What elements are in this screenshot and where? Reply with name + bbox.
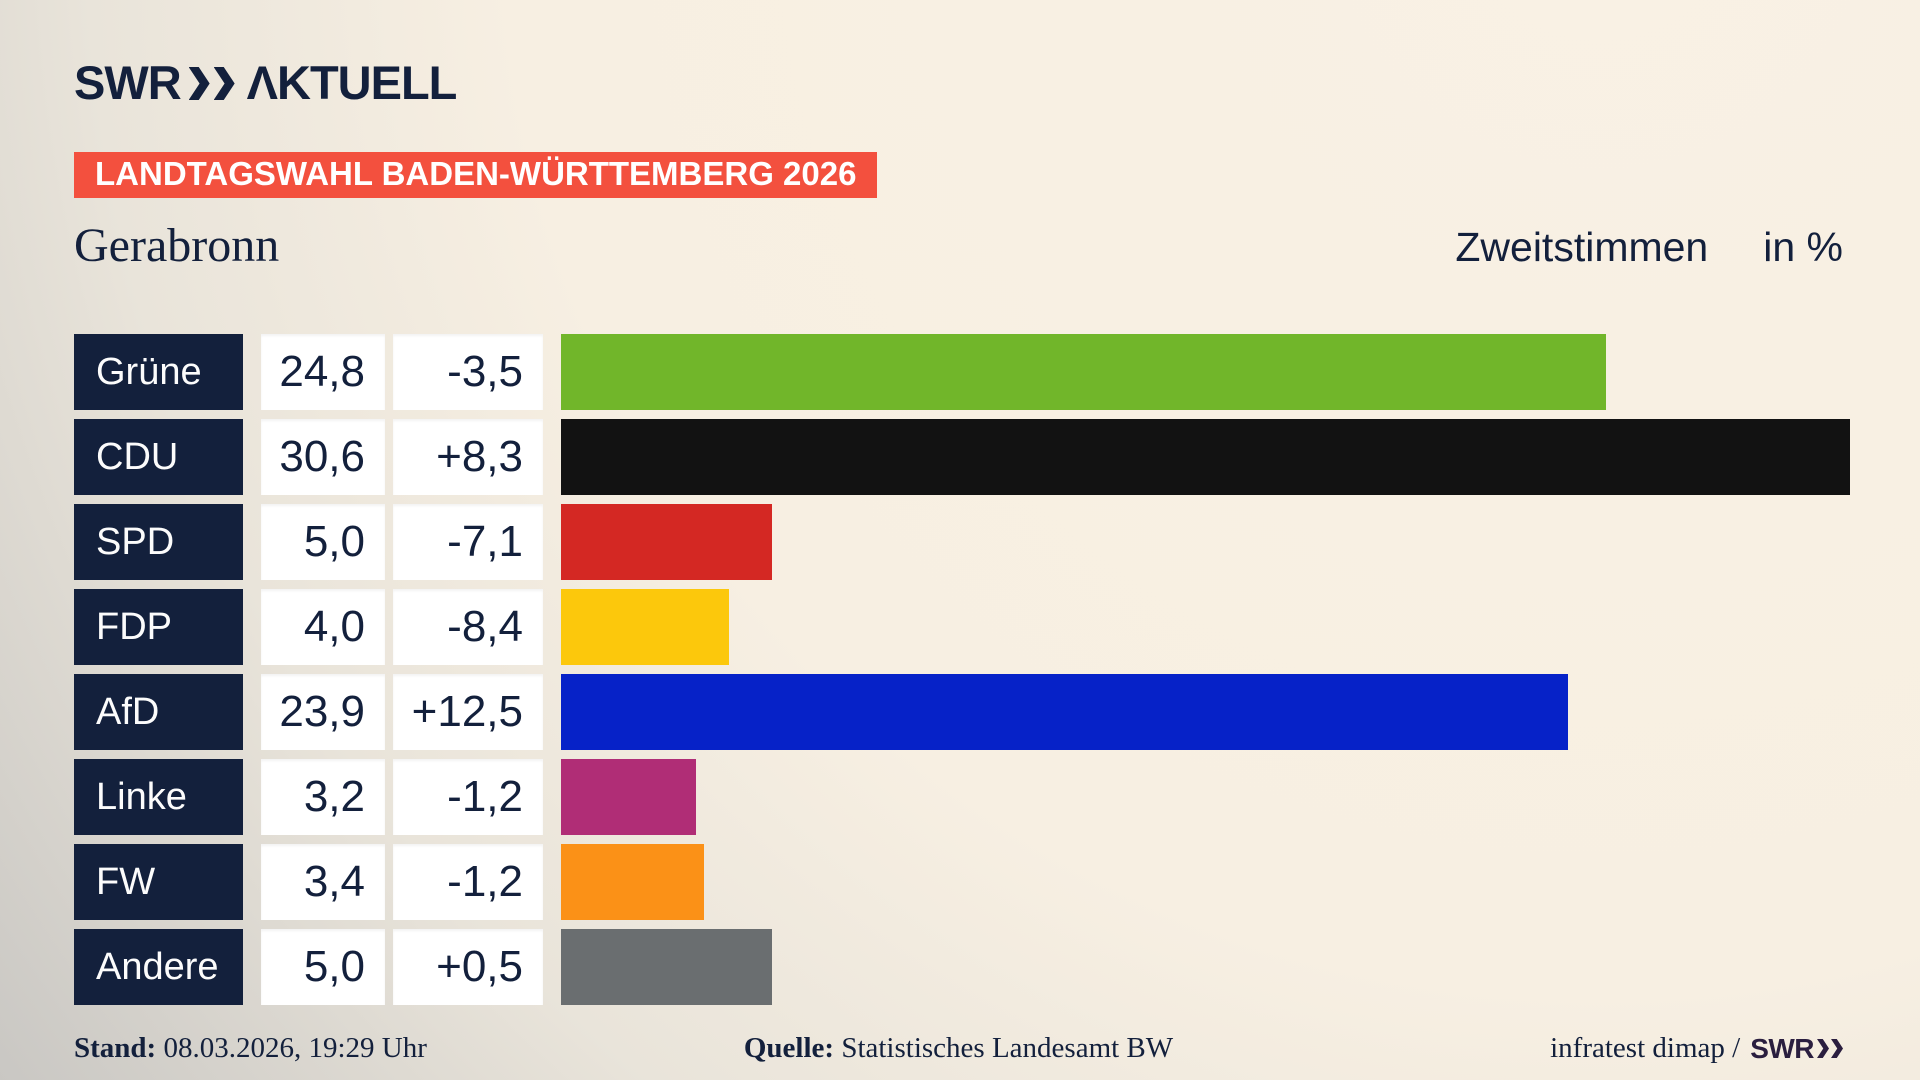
party-change: -3,5 (393, 334, 543, 410)
title-row: Gerabronn Zweitstimmen in % (74, 218, 1843, 273)
party-row: Andere 5,0 +0,5 (74, 929, 1850, 1005)
result-bar (561, 929, 772, 1005)
bar-track (561, 929, 1850, 1005)
source-value: Statistisches Landesamt BW (841, 1032, 1174, 1064)
party-label: AfD (74, 674, 243, 750)
party-value: 30,6 (261, 419, 385, 495)
party-row: Linke 3,2 -1,2 (74, 759, 1850, 835)
party-row: FDP 4,0 -8,4 (74, 589, 1850, 665)
party-label: FDP (74, 589, 243, 665)
party-value: 5,0 (261, 504, 385, 580)
footer: Stand: 08.03.2026, 19:29 Uhr Quelle: Sta… (74, 1032, 1844, 1065)
party-change: -7,1 (393, 504, 543, 580)
result-bar (561, 504, 772, 580)
party-change: +0,5 (393, 929, 543, 1005)
result-bar (561, 589, 730, 665)
party-change: +12,5 (393, 674, 543, 750)
result-bar (561, 419, 1850, 495)
swr-logo-small: SWR (1750, 1032, 1844, 1065)
party-label: CDU (74, 419, 243, 495)
party-value: 3,4 (261, 844, 385, 920)
party-value: 23,9 (261, 674, 385, 750)
logo-brand-text: SWR (74, 56, 182, 109)
credit-text: infratest dimap / (1550, 1032, 1741, 1064)
stand-label: Stand: (74, 1032, 157, 1064)
chevron-right-icon (188, 67, 210, 100)
chevron-right-icon (1831, 1039, 1844, 1058)
party-label: Grüne (74, 334, 243, 410)
party-row: AfD 23,9 +12,5 (74, 674, 1850, 750)
party-change: -8,4 (393, 589, 543, 665)
double-chevron-icon (188, 67, 235, 100)
party-value: 3,2 (261, 759, 385, 835)
party-label: Andere (74, 929, 243, 1005)
stand-value: 08.03.2026, 19:29 Uhr (163, 1032, 427, 1064)
bar-track (561, 674, 1850, 750)
stand-timestamp: Stand: 08.03.2026, 19:29 Uhr (74, 1032, 744, 1065)
measure-title: Zweitstimmen in % (1455, 224, 1843, 271)
measure-label: Zweitstimmen (1455, 224, 1709, 270)
party-label: SPD (74, 504, 243, 580)
bar-track (561, 504, 1850, 580)
agency-credit: infratest dimap / SWR (1173, 1032, 1844, 1065)
party-change: -1,2 (393, 844, 543, 920)
party-change: +8,3 (393, 419, 543, 495)
party-label: FW (74, 844, 243, 920)
municipality-title: Gerabronn (74, 219, 280, 272)
party-label: Linke (74, 759, 243, 835)
bar-track (561, 759, 1850, 835)
party-value: 4,0 (261, 589, 385, 665)
source-label: Quelle: (743, 1032, 835, 1064)
chevron-right-icon (1817, 1039, 1830, 1058)
party-row: SPD 5,0 -7,1 (74, 504, 1850, 580)
election-badge: LANDTAGSWAHL BADEN-WÜRTTEMBERG 2026 (74, 152, 878, 198)
party-row: FW 3,4 -1,2 (74, 844, 1850, 920)
bar-track (561, 334, 1850, 410)
result-bar (561, 334, 1606, 410)
double-chevron-icon (1817, 1039, 1844, 1058)
swr-aktuell-logo: SWR ΛKTUELL (74, 55, 458, 110)
chevron-right-icon (213, 67, 235, 100)
party-row: Grüne 24,8 -3,5 (74, 334, 1850, 410)
bar-track (561, 844, 1850, 920)
bar-track (561, 419, 1850, 495)
result-bar (561, 759, 696, 835)
party-change: -1,2 (393, 759, 543, 835)
logo-product-text: ΛKTUELL (246, 56, 458, 109)
result-bar (561, 844, 705, 920)
results-bar-chart: Grüne 24,8 -3,5 CDU 30,6 +8,3 SPD 5,0 -7,1 FDP 4,0… (74, 334, 1850, 1005)
party-value: 5,0 (261, 929, 385, 1005)
source-credit: Quelle: Statistisches Landesamt BW (744, 1032, 1173, 1065)
party-value: 24,8 (261, 334, 385, 410)
party-row: CDU 30,6 +8,3 (74, 419, 1850, 495)
result-bar (561, 674, 1568, 750)
bar-track (561, 589, 1850, 665)
credit-brand-text: SWR (1750, 1032, 1815, 1064)
unit-label: in % (1763, 224, 1843, 270)
